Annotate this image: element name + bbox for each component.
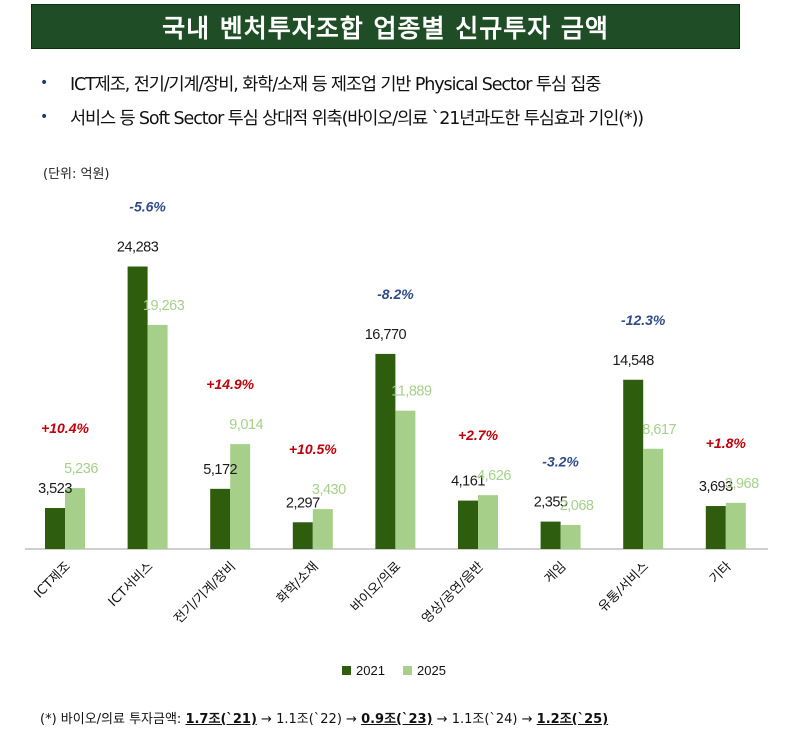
page-title: 국내 벤처투자조합 업종별 신규투자 금액	[162, 13, 609, 43]
bar-2021	[375, 353, 396, 549]
title-banner: 국내 벤처투자조합 업종별 신규투자 금액	[31, 4, 740, 49]
legend-label-2025: 2025	[417, 663, 446, 678]
data-label-2025: 5,236	[64, 461, 98, 477]
bar-2021	[540, 521, 561, 549]
x-tick-label: ICT제조	[32, 559, 74, 601]
legend-swatch-2025	[403, 666, 412, 675]
bar-2025	[560, 524, 581, 549]
x-tick-label: ICT서비스	[106, 559, 157, 610]
bar-2021	[705, 506, 726, 549]
bar-chart: 3,523 5,236 +10.4% ICT제조 24,283 19,263 -5.6% IC…	[25, 199, 768, 678]
data-label-2025: 9,014	[229, 417, 263, 433]
footnote: (*) 바이오/의료 투자금액: 1.7조(`21) → 1.1조(`22) →…	[40, 708, 608, 727]
data-label-2025: 19,263	[143, 298, 185, 314]
x-tick-label: 기타	[707, 559, 735, 587]
growth-rate-annotation: -12.3%	[621, 312, 666, 328]
bar-2025	[147, 324, 168, 549]
data-label-2025: 2,068	[560, 498, 594, 514]
bullet-text: 서비스 등 Soft Sector 투심 상대적 위축(바이오/의료 `21년과…	[70, 108, 644, 129]
bullet-dot-icon: •	[40, 75, 49, 91]
bar-2025	[643, 448, 664, 549]
data-label-2025: 8,617	[642, 422, 676, 438]
bar-2025	[312, 509, 333, 549]
bar-2021	[127, 266, 148, 549]
footnote-mid-2: → 1.1조(`24) →	[432, 712, 537, 727]
bar-2025	[65, 488, 85, 549]
growth-rate-annotation: +10.5%	[289, 441, 337, 457]
footnote-highlight-23: 0.9조(`23)	[361, 712, 433, 727]
data-label-2025: 11,889	[391, 384, 432, 400]
bar-2021	[45, 508, 65, 549]
x-tick-label: 유통/서비스	[596, 559, 652, 615]
data-label-2021: 16,770	[365, 327, 407, 343]
bar-2025	[725, 502, 746, 549]
growth-rate-annotation: -3.2%	[542, 454, 579, 470]
x-tick-label: 영상/공연/음반	[419, 559, 487, 627]
x-tick-label: 전기/기계/장비	[171, 559, 239, 627]
growth-rate-annotation: -8.2%	[377, 286, 414, 302]
bullet-text: ICT제조, 전기/기계/장비, 화학/소재 등 제조업 기반 Physical…	[70, 74, 601, 95]
data-label-2021: 4,161	[451, 474, 485, 490]
bar-2021	[210, 488, 231, 549]
bar-2021	[458, 500, 478, 549]
growth-rate-annotation: +1.8%	[706, 435, 747, 451]
x-tick-label: 화학/소재	[274, 559, 322, 607]
x-tick-label: 바이오/의료	[348, 559, 404, 615]
bullet-item: • 서비스 등 Soft Sector 투심 상대적 위축(바이오/의료 `21…	[40, 100, 780, 134]
data-label-2025: 3,968	[725, 476, 759, 492]
bar-2021	[292, 522, 313, 549]
legend-swatch-2021	[342, 666, 351, 675]
footnote-mid-1: → 1.1조(`22) →	[256, 712, 362, 727]
bar-2025	[230, 444, 251, 549]
data-label-2021: 24,283	[117, 240, 159, 256]
bar-2025	[478, 495, 498, 549]
bullet-list: • ICT제조, 전기/기계/장비, 화학/소재 등 제조업 기반 Physic…	[40, 66, 780, 134]
growth-rate-annotation: +14.9%	[206, 376, 254, 392]
data-label-2025: 3,430	[312, 482, 346, 498]
growth-rate-annotation: +2.7%	[458, 427, 499, 443]
footnote-highlight-21: 1.7조(`21)	[185, 712, 257, 727]
data-label-2025: 4,626	[477, 468, 511, 484]
unit-label: (단위: 억원)	[43, 167, 110, 182]
bullet-item: • ICT제조, 전기/기계/장비, 화학/소재 등 제조업 기반 Physic…	[40, 66, 780, 100]
footnote-highlight-25: 1.2조(`25)	[536, 712, 609, 727]
data-label-2021: 14,548	[613, 353, 655, 369]
footnote-prefix: (*) 바이오/의료 투자금액:	[40, 712, 186, 727]
data-label-2021: 5,172	[203, 462, 237, 478]
data-label-2021: 2,297	[286, 495, 320, 511]
data-label-2021: 2,355	[534, 495, 568, 511]
data-label-2021: 3,693	[699, 479, 733, 495]
data-label-2021: 3,523	[38, 481, 72, 497]
bullet-dot-icon: •	[40, 109, 49, 125]
x-tick-label: 게임	[542, 559, 570, 587]
legend-label-2021: 2021	[356, 663, 385, 678]
growth-rate-annotation: -5.6%	[129, 199, 166, 215]
bar-2025	[395, 410, 416, 549]
growth-rate-annotation: +10.4%	[41, 420, 89, 436]
bar-2021	[623, 379, 644, 549]
